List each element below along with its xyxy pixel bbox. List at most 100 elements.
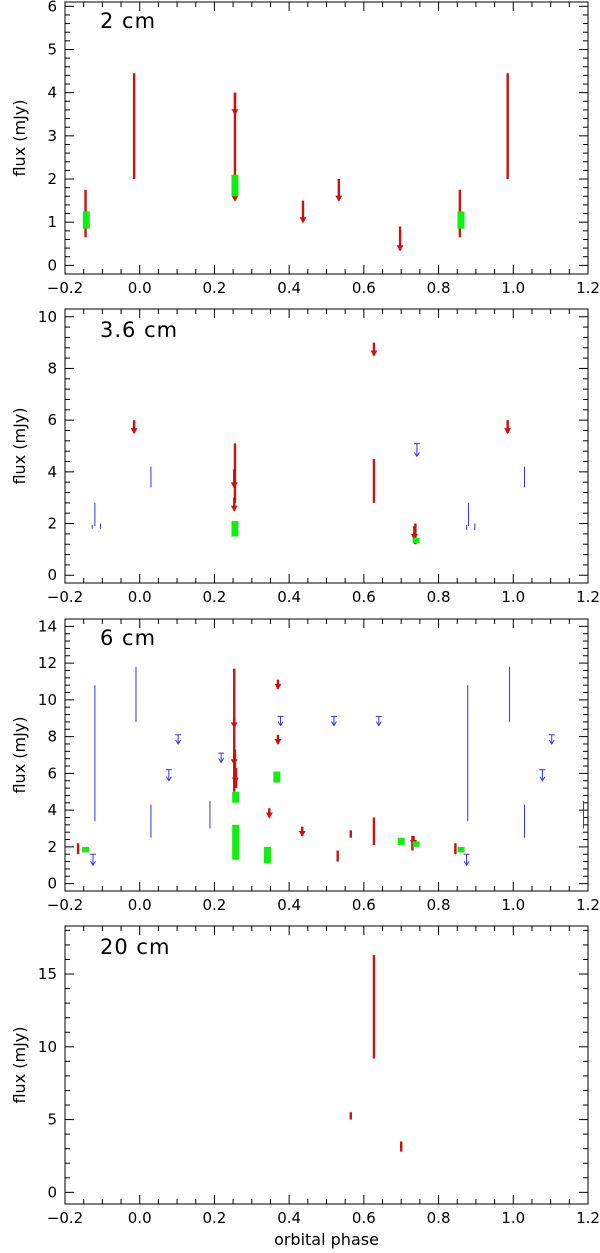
x-tick-label: −0.2: [47, 279, 83, 297]
x-tick-label: 0.4: [277, 1209, 301, 1227]
x-tick-label: 1.0: [501, 588, 525, 606]
x-tick-label: 0.2: [202, 896, 226, 914]
y-axis-label: flux (mJy): [10, 716, 29, 793]
panel-title: 3.6 cm: [100, 318, 178, 342]
x-tick-label: 0.8: [427, 279, 451, 297]
x-tick-label: 0.0: [128, 588, 152, 606]
panel-title: 20 cm: [100, 935, 170, 959]
x-tick-label: 1.2: [576, 588, 600, 606]
panel-3: −0.2 0.0 0.2 0.4 0.6 0.8 1.0 1.2 0 2 4 6 8 10 12 14 flux…: [10, 617, 600, 914]
data-errorbar-thick: [232, 791, 240, 803]
y-tick-label: 4: [47, 463, 57, 481]
data-errorbar-thick: [457, 211, 465, 229]
upper-limit-arrow: [277, 721, 284, 727]
plot-frame: [64, 308, 589, 584]
x-axis-label: orbital phase: [274, 1230, 379, 1249]
y-axis-label: flux (mJy): [10, 407, 29, 484]
y-tick-label: 8: [47, 728, 57, 746]
panel-title: 6 cm: [100, 626, 156, 650]
data-errorbar-thick: [412, 841, 420, 847]
y-tick-label: 0: [47, 875, 57, 893]
x-tick-label: 0.6: [352, 1209, 376, 1227]
data-errorbar-thick: [412, 537, 420, 543]
upper-limit-arrow: [375, 721, 382, 727]
x-tick-label: −0.2: [47, 1209, 83, 1227]
upper-limit-arrow: [396, 245, 404, 252]
upper-limit-arrow: [413, 452, 420, 458]
upper-limit-arrow: [274, 683, 282, 690]
upper-limit-arrow: [274, 738, 282, 745]
x-tick-label: 1.2: [576, 279, 600, 297]
y-tick-label: 12: [38, 654, 57, 672]
x-tick-label: 1.0: [501, 1209, 525, 1227]
x-tick-label: 0.4: [277, 896, 301, 914]
y-tick-label: 10: [38, 308, 57, 326]
x-tick-label: 0.6: [352, 279, 376, 297]
data-errorbar-thick: [82, 211, 90, 229]
x-tick-label: 0.0: [128, 279, 152, 297]
upper-limit-arrow: [230, 505, 238, 512]
y-axis-label: flux (mJy): [10, 1026, 29, 1103]
x-tick-label: 0.2: [202, 588, 226, 606]
y-tick-label: 10: [38, 691, 57, 709]
x-tick-label: −0.2: [47, 896, 83, 914]
plot-frame: [64, 925, 589, 1205]
y-axis-label: flux (mJy): [10, 99, 29, 176]
panel-1: −0.2 0.0 0.2 0.4 0.6 0.8 1.0 1.2 0 1 2 3 4 5 6 flux (mJ…: [10, 0, 600, 297]
y-tick-label: 3: [47, 127, 57, 145]
x-tick-label: 1.0: [501, 279, 525, 297]
upper-limit-arrow: [230, 722, 238, 729]
y-tick-label: 6: [47, 764, 57, 782]
y-tick-label: 5: [47, 1111, 57, 1129]
x-tick-label: 0.2: [202, 279, 226, 297]
data-errorbar-thick: [82, 846, 90, 853]
panel-title: 2 cm: [100, 9, 156, 33]
upper-limit-arrow: [230, 482, 238, 489]
x-tick-label: 0.0: [128, 1209, 152, 1227]
data-errorbar-thick: [273, 771, 281, 783]
data-errorbar-thick: [231, 520, 239, 537]
upper-limit-arrow: [548, 739, 555, 745]
plot-frame: [64, 618, 589, 892]
y-tick-label: 8: [47, 359, 57, 377]
y-tick-label: 15: [38, 965, 57, 983]
x-tick-label: 0.6: [352, 896, 376, 914]
upper-limit-arrow: [298, 830, 306, 837]
x-tick-label: 0.0: [128, 896, 152, 914]
y-tick-label: 2: [47, 515, 57, 533]
panel-4: −0.2 0.0 0.2 0.4 0.6 0.8 1.0 1.2 0 5 10 15 flux (mJy…: [10, 925, 600, 1249]
upper-limit-arrow: [335, 195, 343, 202]
upper-limit-arrow: [299, 217, 307, 224]
upper-limit-arrow: [370, 350, 378, 357]
upper-limit-arrow: [90, 861, 96, 867]
x-tick-label: 0.4: [277, 588, 301, 606]
upper-limit-arrow: [410, 534, 418, 541]
upper-limit-arrow: [265, 812, 273, 819]
x-tick-label: 0.8: [427, 588, 451, 606]
upper-limit-arrow: [230, 759, 238, 766]
upper-limit-arrow: [504, 428, 512, 435]
x-tick-label: 0.4: [277, 279, 301, 297]
data-errorbar-thick: [263, 846, 271, 864]
data-errorbar-thick: [231, 174, 239, 197]
y-tick-label: 2: [47, 170, 57, 188]
y-tick-label: 14: [38, 617, 57, 635]
upper-limit-arrow: [231, 195, 239, 202]
y-tick-label: 0: [47, 566, 57, 584]
x-tick-label: 0.8: [427, 896, 451, 914]
upper-limit-arrow: [165, 776, 172, 782]
y-tick-label: 2: [47, 838, 57, 856]
y-tick-label: 5: [47, 40, 57, 58]
upper-limit-arrow: [231, 777, 239, 784]
data-errorbar-thick: [397, 837, 405, 846]
data-errorbar-thick: [457, 846, 465, 853]
x-tick-label: 0.2: [202, 1209, 226, 1227]
x-tick-label: 1.0: [501, 896, 525, 914]
x-tick-label: −0.2: [47, 588, 83, 606]
upper-limit-arrow: [463, 861, 470, 867]
upper-limit-arrow: [218, 758, 225, 764]
y-tick-label: 0: [47, 256, 57, 274]
y-tick-label: 6: [47, 411, 57, 429]
upper-limit-arrow: [231, 109, 239, 116]
